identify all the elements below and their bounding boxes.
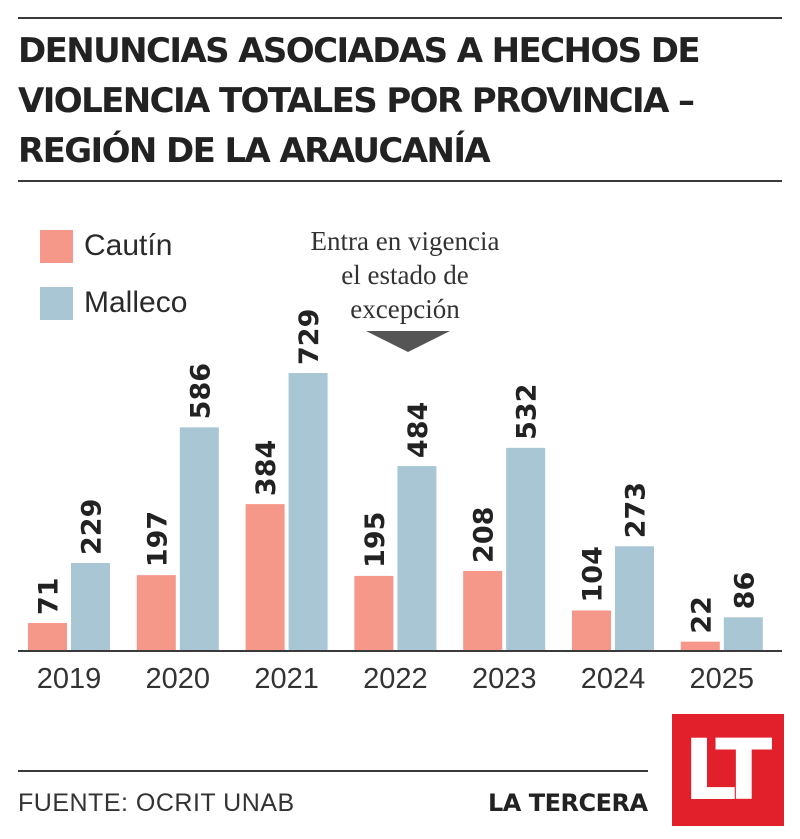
data-label-cautin-2020: 197 [142, 511, 173, 567]
data-label-cautin-2025: 22 [686, 596, 717, 634]
bar-cautin-2025 [680, 641, 720, 650]
annotation-line: excepción [350, 294, 460, 324]
data-label-malleco-2019: 229 [77, 499, 108, 555]
bar-malleco-2021 [288, 373, 328, 650]
x-tick-label-2019: 2019 [37, 663, 102, 695]
annotation-text: Entra en vigencia el estado de excepción [290, 224, 520, 326]
title-rule [18, 180, 782, 182]
x-tick-label-2024: 2024 [581, 663, 646, 695]
bar-malleco-2020 [179, 427, 219, 650]
x-tick-label-2021: 2021 [254, 663, 319, 695]
bar-chart: 71 229 2019 197 586 2020 384 729 2021 195 484 2022 2… [18, 309, 782, 695]
source-note: FUENTE: OCRIT UNAB [18, 789, 295, 817]
bar-malleco-2022 [397, 466, 437, 650]
x-tick-label-2025: 2025 [690, 663, 755, 695]
annotation-line: el estado de [341, 260, 469, 290]
data-label-cautin-2021: 384 [251, 440, 282, 496]
legend-label-cautin: Cautín [84, 229, 173, 262]
legend-item-malleco: Malleco [40, 286, 187, 320]
footer-rule [18, 770, 648, 772]
data-label-cautin-2023: 208 [469, 507, 500, 563]
data-label-malleco-2024: 273 [621, 482, 652, 538]
chart-title: DENUNCIAS ASOCIADAS A HECHOS DE VIOLENCI… [18, 31, 701, 171]
bar-cautin-2022 [354, 575, 394, 650]
data-label-cautin-2024: 104 [578, 546, 609, 602]
bar-cautin-2023 [463, 570, 503, 650]
bar-cautin-2021 [245, 504, 285, 650]
data-label-cautin-2022: 195 [360, 512, 391, 568]
data-label-cautin-2019: 71 [34, 577, 65, 615]
x-tick-label-2020: 2020 [146, 663, 211, 695]
top-rule [18, 17, 782, 19]
x-tick-label-2023: 2023 [472, 663, 537, 695]
bar-cautin-2020 [136, 575, 176, 650]
legend-label-malleco: Malleco [84, 286, 188, 319]
legend-swatch-malleco [40, 286, 73, 320]
data-label-malleco-2025: 86 [729, 572, 760, 610]
data-label-malleco-2023: 532 [512, 383, 543, 439]
legend-swatch-cautin [40, 229, 73, 263]
brand-name: LA TERCERA [488, 789, 648, 817]
logo-text: LT [683, 721, 773, 819]
bar-malleco-2019 [71, 562, 110, 650]
data-label-malleco-2022: 484 [403, 402, 434, 458]
bar-malleco-2025 [723, 617, 763, 650]
legend-item-cautin: Cautín [40, 229, 172, 263]
data-label-malleco-2021: 729 [294, 309, 325, 365]
la-tercera-logo: LT [672, 714, 784, 826]
data-label-malleco-2020: 586 [185, 363, 216, 419]
bar-cautin-2019 [28, 623, 67, 650]
annotation-arrow-icon [366, 331, 450, 352]
bar-malleco-2023 [506, 447, 546, 650]
bar-malleco-2024 [615, 546, 654, 650]
annotation-line: Entra en vigencia [310, 226, 500, 256]
x-tick-label-2022: 2022 [363, 663, 428, 695]
bar-cautin-2024 [572, 610, 611, 650]
